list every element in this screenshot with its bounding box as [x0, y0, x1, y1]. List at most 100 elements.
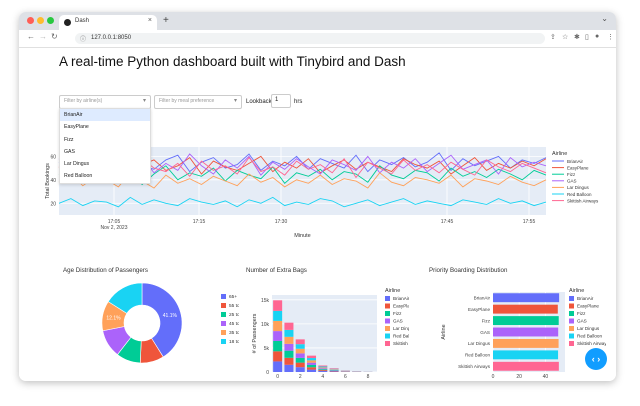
y-tick-label: Fizz — [482, 318, 491, 323]
bar-segment — [295, 344, 305, 349]
dropdown-option[interactable]: EasyPlane — [64, 124, 89, 131]
dropdown-option[interactable]: BrianAir — [60, 109, 150, 122]
site-info-icon[interactable]: ⓘ — [80, 37, 87, 43]
x-tick-label: 0 — [492, 374, 495, 380]
legend-label: 25 to 34 — [229, 312, 239, 318]
bar-segment — [284, 329, 294, 337]
donut-slice — [107, 282, 143, 314]
legend-swatch — [221, 321, 226, 326]
x-tick-label: 8 — [367, 374, 370, 380]
x-tick-label: 40 — [543, 374, 549, 380]
legend-label: Lar Dingus — [567, 185, 590, 190]
bar-segment — [307, 364, 317, 368]
legend-label: GAS — [577, 319, 587, 324]
age-donut-chart[interactable]: 41.1% 12.1% 65+ 55 to 64 25 to 34 45 to 54 35 … — [59, 280, 239, 380]
address-bar: ← → ↻ ⓘ 127.0.0.1:8050 ⇪ ☆ ✱ ▯ ● ⋮ — [19, 30, 616, 48]
airline-dropdown-menu: BrianAir EasyPlane Fizz GAS Lar Dingus R… — [59, 108, 151, 184]
dropdown-option[interactable]: Fizz — [64, 136, 74, 143]
y-tick-label: BrianAir — [474, 296, 491, 301]
bar-segment — [273, 351, 283, 362]
bookmark-star-icon[interactable]: ☆ — [562, 34, 569, 41]
bar-segment — [295, 353, 305, 358]
tab-title: Dash — [75, 18, 90, 24]
y-tick-label: 60 — [50, 154, 56, 160]
legend-label: Lar Dingus — [577, 326, 600, 331]
x-tick-label: 17:05 — [108, 219, 121, 225]
bar — [493, 361, 559, 371]
chevron-down-icon[interactable]: ▾ — [142, 98, 146, 104]
legend-label: Skittish Airways — [567, 198, 599, 203]
tab-search-icon[interactable]: ⌄ — [601, 14, 608, 23]
dropdown-option[interactable]: GAS — [64, 148, 75, 155]
x-tick-label: 0 — [276, 374, 279, 380]
legend-label: BrianAir — [393, 296, 409, 301]
legend-title: Airline — [552, 151, 567, 157]
legend-swatch — [569, 311, 574, 316]
minimize-window-button[interactable] — [37, 17, 44, 24]
x-tick-label: 20 — [516, 374, 522, 380]
legend-label: 18 to 24 — [229, 339, 239, 345]
legend-title: Airline — [569, 288, 584, 294]
legend-label: 55 to 64 — [229, 303, 239, 309]
bar-segment — [273, 310, 283, 321]
url-input[interactable]: ⓘ 127.0.0.1:8050 — [75, 33, 545, 44]
y-tick-label: 10k — [261, 322, 270, 328]
y-tick-label: EasyPlane — [468, 307, 490, 312]
bar-segment — [329, 369, 339, 370]
back-icon[interactable]: ← — [27, 32, 35, 41]
legend-swatch — [385, 333, 390, 339]
maximize-window-button[interactable] — [47, 17, 54, 24]
slice-label: 12.1% — [106, 316, 121, 322]
y-tick-label: 5k — [264, 346, 270, 352]
profile-icon[interactable]: ● — [595, 33, 600, 40]
browser-window: Dash × + ⌄ ← → ↻ ⓘ 127.0.0.1:8050 ⇪ ☆ ✱ … — [19, 12, 616, 381]
airline-filter-dropdown[interactable]: Filter by airline(s) ▾ — [59, 95, 151, 109]
bar-segment — [307, 355, 317, 359]
y-tick-label: Lar Dingus — [468, 341, 491, 346]
y-axis-label: # of Passengers — [252, 313, 258, 353]
x-axis-label: Minute — [294, 233, 311, 239]
chevron-down-icon[interactable]: ▾ — [233, 98, 237, 104]
code-icon[interactable]: ‹ › — [585, 348, 607, 370]
bar — [493, 338, 559, 348]
legend-label: Skittish Airways — [393, 341, 409, 346]
bar-segment — [329, 371, 339, 372]
legend-swatch — [221, 303, 226, 308]
legend-label: Fizz — [393, 311, 402, 316]
legend-label: BrianAir — [567, 159, 584, 164]
x-tick-label: 17:55 — [523, 219, 536, 225]
bar-segment — [307, 367, 317, 370]
x-tick-label: 4 — [321, 374, 324, 380]
browser-tab[interactable]: Dash × — [59, 15, 157, 30]
lookback-label: Lookback — [246, 99, 272, 105]
extensions-icon[interactable]: ✱ — [574, 34, 580, 41]
series-line — [58, 196, 547, 208]
bar-segment — [284, 364, 294, 372]
bar-segment — [329, 370, 339, 372]
dropdown-option[interactable]: Lar Dingus — [64, 161, 90, 168]
reload-icon[interactable]: ↻ — [51, 32, 58, 41]
legend-label: Red Balloon — [567, 192, 592, 197]
bar-segment — [318, 370, 328, 372]
dropdown-option[interactable]: Red Balloon — [64, 173, 93, 180]
tab-close-icon[interactable]: × — [147, 17, 152, 24]
bar-segment — [284, 336, 294, 344]
lookback-input[interactable]: 1 — [271, 94, 291, 108]
sidebar-icon[interactable]: ▯ — [585, 34, 589, 41]
legend-label: BrianAir — [577, 296, 594, 301]
bar — [493, 293, 560, 303]
meal-filter-dropdown[interactable]: Filter by meal preference ▾ — [154, 95, 242, 109]
new-tab-button[interactable]: + — [163, 15, 169, 26]
bags-chart-title: Number of Extra Bags — [246, 267, 307, 274]
x-tick-label: 2 — [299, 374, 302, 380]
close-window-button[interactable] — [27, 17, 34, 24]
donut-chart-title: Age Distribution of Passengers — [63, 267, 148, 274]
forward-icon[interactable]: → — [39, 32, 47, 41]
priority-bar-chart[interactable]: 0 20 40 BrianAir EasyPlane Fizz GAS Lar Dingus R… — [411, 280, 606, 380]
share-icon[interactable]: ⇪ — [550, 34, 556, 41]
legend-label: 35 to 44 — [229, 330, 239, 336]
y-tick-label: Red Balloon — [465, 353, 490, 358]
menu-icon[interactable]: ⋮ — [607, 34, 614, 41]
bar — [493, 350, 559, 360]
